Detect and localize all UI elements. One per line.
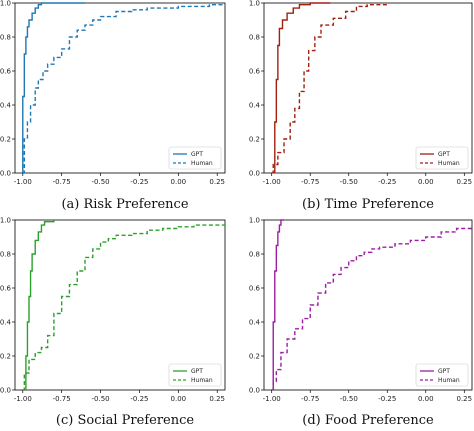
- series-line-human: [22, 4, 225, 173]
- x-tick-label: -0.25: [378, 178, 396, 186]
- y-tick-label: 1.0: [249, 0, 260, 8]
- x-tick-label: -0.75: [301, 178, 319, 186]
- x-tick-label: -1.00: [263, 395, 281, 403]
- legend-label: Human: [191, 160, 213, 167]
- series-line-human: [271, 4, 388, 173]
- legend-label: Human: [438, 377, 460, 384]
- y-tick-label: 0.2: [0, 136, 11, 144]
- y-tick-label: 0.0: [249, 170, 260, 178]
- y-tick-label: 0.0: [0, 170, 11, 178]
- legend-label: GPT: [438, 151, 450, 158]
- x-tick-label: -0.75: [53, 395, 71, 403]
- x-tick-label: 0.25: [209, 395, 225, 403]
- y-tick-label: 1.0: [0, 0, 11, 8]
- y-tick-label: 0.4: [0, 319, 12, 327]
- legend-label: GPT: [191, 368, 203, 375]
- x-tick-label: -0.50: [91, 395, 109, 403]
- x-tick-label: 0.00: [171, 395, 187, 403]
- y-tick-label: 0.8: [249, 34, 260, 42]
- x-tick-label: -1.00: [263, 178, 281, 186]
- x-tick-label: 0.25: [456, 395, 472, 403]
- x-tick-label: 0.25: [456, 178, 472, 186]
- chart-panel-1: -1.00 -0.75 -0.50 -0.25 0.00 0.25 0.0 0.2 0.4 0.6…: [0, 0, 226, 212]
- x-tick-label: 0.00: [418, 395, 434, 403]
- y-tick-label: 0.4: [249, 102, 261, 110]
- x-tick-label: -0.25: [130, 395, 148, 403]
- x-tick-label: -0.50: [91, 178, 109, 186]
- legend-box: [415, 363, 469, 387]
- legend-label: Human: [191, 377, 213, 384]
- chart-panel-3: -1.00 -0.75 -0.50 -0.25 0.00 0.25 0.0 0.2 0.4 0.6…: [0, 217, 226, 428]
- x-tick-label: -0.25: [130, 178, 148, 186]
- panel-caption: (b) Time Preference: [302, 197, 434, 212]
- plot-frame: [14, 219, 226, 391]
- panel-caption: (d) Food Preference: [302, 413, 434, 428]
- legend-label: GPT: [191, 151, 203, 158]
- y-tick-label: 0.6: [0, 68, 12, 76]
- legend-box: [168, 363, 222, 387]
- x-tick-label: 0.00: [171, 178, 187, 186]
- plot-frame: [263, 2, 473, 174]
- y-tick-label: 0.0: [249, 387, 260, 395]
- x-tick-label: -1.00: [14, 395, 32, 403]
- plot-frame: [14, 2, 226, 174]
- series-line-gpt: [271, 219, 285, 390]
- series-line-gpt: [274, 2, 331, 173]
- x-tick-label: 0.25: [209, 178, 225, 186]
- y-tick-label: 0.6: [0, 285, 12, 293]
- x-tick-label: -0.25: [378, 395, 396, 403]
- y-tick-label: 0.8: [249, 251, 260, 259]
- series-line-gpt: [24, 220, 55, 390]
- x-tick-label: -1.00: [14, 178, 32, 186]
- series-line-human: [271, 225, 472, 390]
- y-tick-label: 1.0: [249, 217, 260, 225]
- legend-label: GPT: [438, 368, 450, 375]
- chart-panel-2: -1.00 -0.75 -0.50 -0.25 0.00 0.25 0.0 0.2 0.4 0.6…: [249, 0, 473, 212]
- panel-caption: (c) Social Preference: [56, 413, 194, 428]
- x-tick-label: -0.75: [53, 178, 71, 186]
- legend-box: [168, 146, 222, 170]
- panel-caption: (a) Risk Preference: [61, 197, 188, 212]
- y-tick-label: 0.8: [0, 251, 11, 259]
- series-line-human: [22, 221, 225, 390]
- legend-box: [415, 146, 469, 170]
- y-tick-label: 0.2: [249, 136, 260, 144]
- legend-label: Human: [438, 160, 460, 167]
- y-tick-label: 0.2: [249, 353, 260, 361]
- y-tick-label: 0.4: [249, 319, 261, 327]
- y-tick-label: 0.4: [0, 102, 12, 110]
- y-tick-label: 0.6: [249, 285, 261, 293]
- y-tick-label: 0.6: [249, 68, 261, 76]
- series-line-gpt: [22, 2, 85, 173]
- x-tick-label: 0.00: [418, 178, 434, 186]
- y-tick-label: 0.8: [0, 34, 11, 42]
- plot-frame: [263, 219, 473, 391]
- y-tick-label: 1.0: [0, 217, 11, 225]
- chart-panel-4: -1.00 -0.75 -0.50 -0.25 0.00 0.25 0.0 0.2 0.4 0.6…: [249, 217, 473, 428]
- x-tick-label: -0.50: [340, 395, 358, 403]
- y-tick-label: 0.0: [0, 387, 11, 395]
- x-tick-label: -0.50: [340, 178, 358, 186]
- y-tick-label: 0.2: [0, 353, 11, 361]
- x-tick-label: -0.75: [301, 395, 319, 403]
